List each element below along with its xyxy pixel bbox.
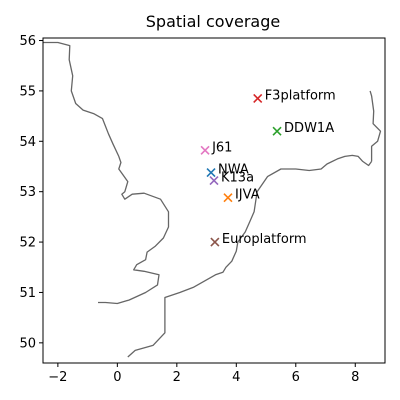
y-tick-label: 55 [19, 84, 36, 99]
y-tick-label: 51 [19, 286, 36, 301]
station-label-k13a: K13a [221, 171, 254, 186]
station-markers [200, 93, 282, 247]
x-tick-label: 0 [113, 370, 121, 385]
coastline-segment-0 [43, 41, 170, 305]
station-label-j61: J61 [211, 140, 232, 155]
y-tick-label: 52 [19, 236, 36, 251]
station-marker-ddw1a [272, 126, 282, 136]
station-marker-f3platform [253, 93, 263, 104]
x-tick-label: 2 [173, 370, 181, 385]
coastline-segment-2 [127, 154, 373, 358]
station-marker-j61 [200, 145, 210, 155]
coastline-layer [43, 41, 382, 358]
x-tick-label: 8 [351, 370, 359, 385]
x-axis-ticks: −2 0 2 4 6 8 [48, 363, 359, 385]
x-tick-label: −2 [48, 370, 67, 385]
station-label-ijva: IJVA [235, 188, 260, 203]
station-label-f3platform: F3platform [265, 88, 336, 103]
station-marker-europlatform [210, 237, 220, 247]
station-marker-ijva [223, 193, 233, 203]
y-tick-label: 50 [19, 336, 36, 351]
x-tick-label: 4 [232, 370, 240, 385]
coastline-segment-3 [369, 90, 382, 162]
station-marker-k13a [209, 176, 219, 186]
station-label-nwa: NWA [218, 163, 249, 178]
x-tick-label: 6 [292, 370, 300, 385]
station-label-europlatform: Europlatform [222, 232, 307, 247]
station-marker-nwa [206, 167, 216, 178]
y-tick-label: 56 [19, 34, 36, 49]
station-label-ddw1a: DDW1A [284, 121, 334, 136]
y-tick-label: 54 [19, 135, 36, 150]
y-tick-label: 53 [19, 185, 36, 200]
plot-area-frame [42, 37, 386, 364]
map-title: Spatial coverage [146, 12, 280, 31]
y-axis-ticks: 50 51 52 53 54 55 56 [19, 34, 43, 351]
